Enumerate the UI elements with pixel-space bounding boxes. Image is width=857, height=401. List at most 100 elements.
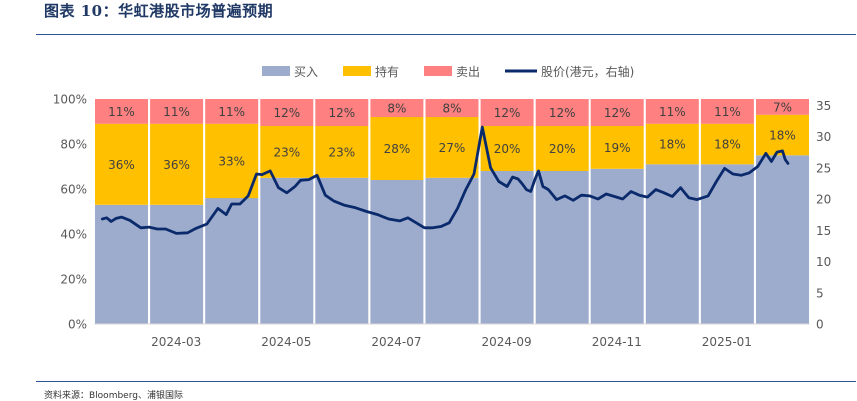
data-label-sell-2024-04: 11% <box>218 105 245 119</box>
x-tick-label: 2024-03 <box>151 335 201 349</box>
chart-legend: 买入 持有 卖出 股价(港元，右轴) <box>262 64 634 79</box>
bar-hold-2025-02 <box>756 114 809 156</box>
data-label-sell-2024-08: 8% <box>442 102 461 116</box>
y-left-tick-label: 60% <box>60 183 87 197</box>
chart-axes: 0% 20% 40% 60% 80% 100% 0 5 10 15 20 25 30 35 2024-03 2… <box>53 93 832 350</box>
bar-buy-2025-02 <box>756 155 809 325</box>
footer-divider <box>36 381 856 382</box>
bar-hold-2024-02 <box>95 123 148 205</box>
bar-sell-2024-10 <box>535 99 589 126</box>
y-right-tick-label: 35 <box>816 99 831 113</box>
x-tick-label: 2025-01 <box>702 335 752 349</box>
y-right-tick-label: 20 <box>816 193 831 207</box>
bar-sell-2024-11 <box>590 99 644 126</box>
bar-sell-2024-09 <box>480 99 534 126</box>
bar-sell-2024-06 <box>315 99 369 126</box>
bar-data-labels: 36% 11% 36% 11% 33% 11% 23% 12% 23% 12% 28% 8% 27% 8%… <box>108 100 796 171</box>
legend-swatch-hold <box>343 66 371 76</box>
bar-buy-2024-07 <box>370 180 424 324</box>
bar-sell-2024-08 <box>425 99 479 117</box>
x-tick-label: 2024-05 <box>261 335 311 349</box>
x-tick-label: 2024-07 <box>371 335 421 349</box>
bar-sell-2024-12 <box>645 99 699 124</box>
source-note: 资料来源：Bloomberg、浦银国际 <box>44 391 183 401</box>
legend-swatch-buy <box>262 66 290 76</box>
bar-buy-2024-09 <box>480 171 534 324</box>
y-right-tick-label: 0 <box>816 318 824 332</box>
y-right-tick-label: 15 <box>816 224 831 238</box>
data-label-hold-2024-06: 23% <box>328 145 355 159</box>
y-right-tick-label: 25 <box>816 161 831 175</box>
bar-hold-2024-12 <box>645 123 699 165</box>
legend-label-sell: 卖出 <box>456 65 480 79</box>
bar-sell-2024-04 <box>205 99 259 124</box>
legend-label-buy: 买入 <box>294 65 318 79</box>
y-left-tick-label: 40% <box>60 228 87 242</box>
data-label-hold-2024-09: 20% <box>494 142 521 156</box>
bar-series-group <box>95 99 809 325</box>
bar-buy-2024-08 <box>425 177 479 325</box>
bar-sell-2025-02 <box>756 99 809 115</box>
bar-sell-2024-03 <box>150 99 204 124</box>
data-label-hold-2024-02: 36% <box>108 158 135 172</box>
bar-hold-2024-04 <box>205 123 259 199</box>
data-label-hold-2025-01: 18% <box>714 138 741 152</box>
bar-buy-2024-10 <box>535 171 589 324</box>
bar-sell-2024-05 <box>260 99 314 126</box>
bar-hold-2024-06 <box>315 126 369 178</box>
x-tick-label: 2024-09 <box>482 335 532 349</box>
data-label-sell-2024-11: 12% <box>604 106 631 120</box>
figure-title: 图表 10：华虹港股市场普遍预期 <box>44 2 274 20</box>
data-label-hold-2024-10: 20% <box>549 142 576 156</box>
bar-buy-2024-05 <box>260 177 314 325</box>
data-label-sell-2024-12: 11% <box>659 105 686 119</box>
legend-label-price: 股价(港元，右轴) <box>541 64 634 79</box>
data-label-sell-2024-06: 12% <box>328 106 355 120</box>
bar-hold-2024-11 <box>590 126 644 169</box>
price-line-group <box>100 125 790 235</box>
bar-buy-2024-06 <box>315 177 369 325</box>
data-label-sell-2025-01: 11% <box>714 105 741 119</box>
bar-sell-2024-02 <box>95 99 148 124</box>
data-label-sell-2024-02: 11% <box>108 105 135 119</box>
data-label-sell-2024-05: 12% <box>273 106 300 120</box>
y-right-tick-label: 10 <box>816 255 831 269</box>
y-right-tick-label: 30 <box>816 130 831 144</box>
bar-buy-2024-04 <box>205 198 259 324</box>
share-price-line <box>100 125 790 235</box>
x-tick-label: 2024-11 <box>592 335 642 349</box>
data-label-hold-2024-08: 27% <box>439 141 466 155</box>
bar-hold-2024-10 <box>535 126 589 171</box>
bar-hold-2024-05 <box>260 126 314 178</box>
data-label-sell-2024-10: 12% <box>549 106 576 120</box>
bar-sell-2024-07 <box>370 99 424 117</box>
bar-sell-2025-01 <box>700 99 754 124</box>
bar-buy-2025-01 <box>700 164 754 325</box>
data-label-sell-2024-03: 11% <box>163 105 190 119</box>
bar-buy-2024-02 <box>95 204 148 325</box>
data-label-hold-2024-11: 19% <box>604 141 631 155</box>
y-left-tick-label: 100% <box>53 93 87 107</box>
legend-label-hold: 持有 <box>375 64 399 79</box>
data-label-hold-2024-12: 18% <box>659 138 686 152</box>
data-label-sell-2025-02: 7% <box>773 100 792 114</box>
bar-buy-2024-12 <box>645 164 699 325</box>
data-label-hold-2024-04: 33% <box>218 154 245 168</box>
y-left-tick-label: 0% <box>68 318 87 332</box>
bar-buy-2024-03 <box>150 204 204 325</box>
legend-swatch-sell <box>424 66 452 76</box>
data-label-hold-2024-03: 36% <box>163 158 190 172</box>
y-left-tick-label: 20% <box>60 273 87 287</box>
data-label-hold-2024-07: 28% <box>384 142 411 156</box>
data-label-sell-2024-07: 8% <box>387 102 406 116</box>
bar-hold-2025-01 <box>700 123 754 165</box>
data-label-sell-2024-09: 12% <box>494 106 521 120</box>
bar-hold-2024-03 <box>150 123 204 205</box>
data-label-hold-2024-05: 23% <box>273 145 300 159</box>
bar-hold-2024-07 <box>370 117 424 180</box>
y-left-tick-label: 80% <box>60 138 87 152</box>
bar-hold-2024-08 <box>425 117 479 178</box>
y-right-tick-label: 5 <box>816 286 824 300</box>
title-divider <box>36 34 856 35</box>
